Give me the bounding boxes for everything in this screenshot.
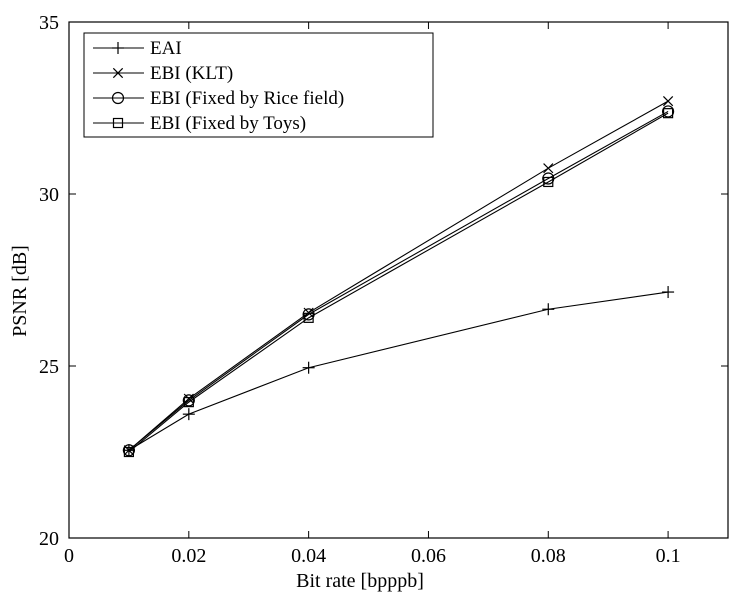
axis-ticks xyxy=(68,21,728,539)
series-line-ebi-fixed-by-rice-field xyxy=(128,110,669,451)
data-point-ebi-fixed-by-toys xyxy=(123,446,135,458)
legend-marker-eai xyxy=(112,42,124,54)
legend-entry: EBI (Fixed by Rice field) xyxy=(93,88,344,109)
legend-entry: EBI (KLT) xyxy=(93,63,233,84)
data-point-ebi-klt xyxy=(543,163,554,174)
data-point-ebi-fixed-by-toys xyxy=(662,108,674,119)
data-point-ebi-fixed-by-rice-field xyxy=(542,172,555,185)
x-tick-label: 0 xyxy=(64,545,74,567)
data-point-ebi-fixed-by-rice-field xyxy=(661,105,675,118)
y-tick-label: 30 xyxy=(39,184,59,206)
x-tick-label: 0.04 xyxy=(291,545,326,567)
data-point-ebi-fixed-by-rice-field xyxy=(122,444,136,457)
legend-entry: EAI xyxy=(93,38,182,59)
legend-marker-ebi-fixed-by-rice-field xyxy=(111,91,125,105)
legend-marker-ebi-fixed-by-toys xyxy=(112,117,124,129)
data-point-ebi-fixed-by-toys xyxy=(183,397,194,408)
x-tick-label: 0.02 xyxy=(171,545,206,567)
data-point-ebi-fixed-by-rice-field xyxy=(182,394,195,407)
tick-labels: 0 0.02 0.04 0.06 0.08 0.1 20 25 30 35 xyxy=(39,12,681,567)
legend-box xyxy=(83,32,434,138)
y-axis-label: PSNR [dB] xyxy=(9,245,31,337)
data-point-ebi-klt xyxy=(662,96,674,107)
data-point-ebi-fixed-by-toys xyxy=(303,312,314,323)
legend-label: EBI (Fixed by Toys) xyxy=(150,113,306,134)
series-line-ebi-fixed-by-toys xyxy=(128,112,669,453)
legend-label: EBI (KLT) xyxy=(150,63,233,84)
data-point-eai xyxy=(662,286,675,299)
data-point-eai xyxy=(182,408,195,421)
data-point-ebi-fixed-by-toys xyxy=(543,176,554,188)
y-tick-label: 20 xyxy=(39,528,59,550)
x-tick-label: 0.06 xyxy=(411,545,446,567)
legend-label: EAI xyxy=(150,38,182,59)
series-markers xyxy=(122,96,675,458)
data-point-eai xyxy=(302,361,315,374)
legend-label: EBI (Fixed by Rice field) xyxy=(150,88,344,109)
x-tick-label: 0.1 xyxy=(656,545,681,567)
x-tick-label: 0.08 xyxy=(531,545,566,567)
legend-entry: EBI (Fixed by Toys) xyxy=(93,113,306,134)
data-point-eai xyxy=(542,303,555,316)
x-axis-label: Bit rate [bpppb] xyxy=(296,570,424,592)
y-tick-label: 35 xyxy=(39,12,59,34)
y-tick-label: 25 xyxy=(39,356,59,378)
legend: EAI EBI (KLT) EBI (Fixed by Rice field) EBI… xyxy=(83,32,434,138)
legend-marker-ebi-klt xyxy=(112,67,124,79)
data-point-ebi-fixed-by-rice-field xyxy=(302,308,315,321)
